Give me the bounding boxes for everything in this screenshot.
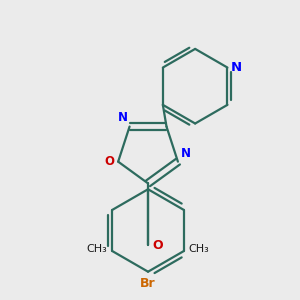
Text: O: O bbox=[104, 155, 114, 168]
Text: Br: Br bbox=[140, 277, 156, 290]
Text: CH₃: CH₃ bbox=[189, 244, 209, 254]
Text: CH₃: CH₃ bbox=[87, 244, 107, 254]
Text: N: N bbox=[118, 111, 128, 124]
Text: N: N bbox=[230, 61, 242, 74]
Text: O: O bbox=[152, 239, 163, 252]
Text: N: N bbox=[181, 147, 191, 160]
